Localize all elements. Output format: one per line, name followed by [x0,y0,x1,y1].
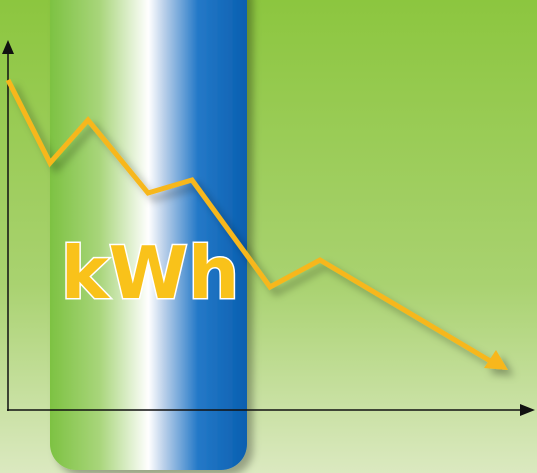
illustration: kWh [0,0,537,473]
kwh-label: kWh [61,231,240,315]
